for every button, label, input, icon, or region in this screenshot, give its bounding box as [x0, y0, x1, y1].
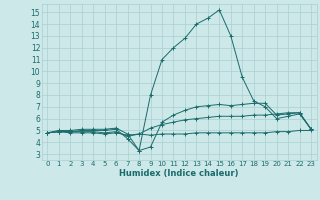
X-axis label: Humidex (Indice chaleur): Humidex (Indice chaleur)	[119, 169, 239, 178]
